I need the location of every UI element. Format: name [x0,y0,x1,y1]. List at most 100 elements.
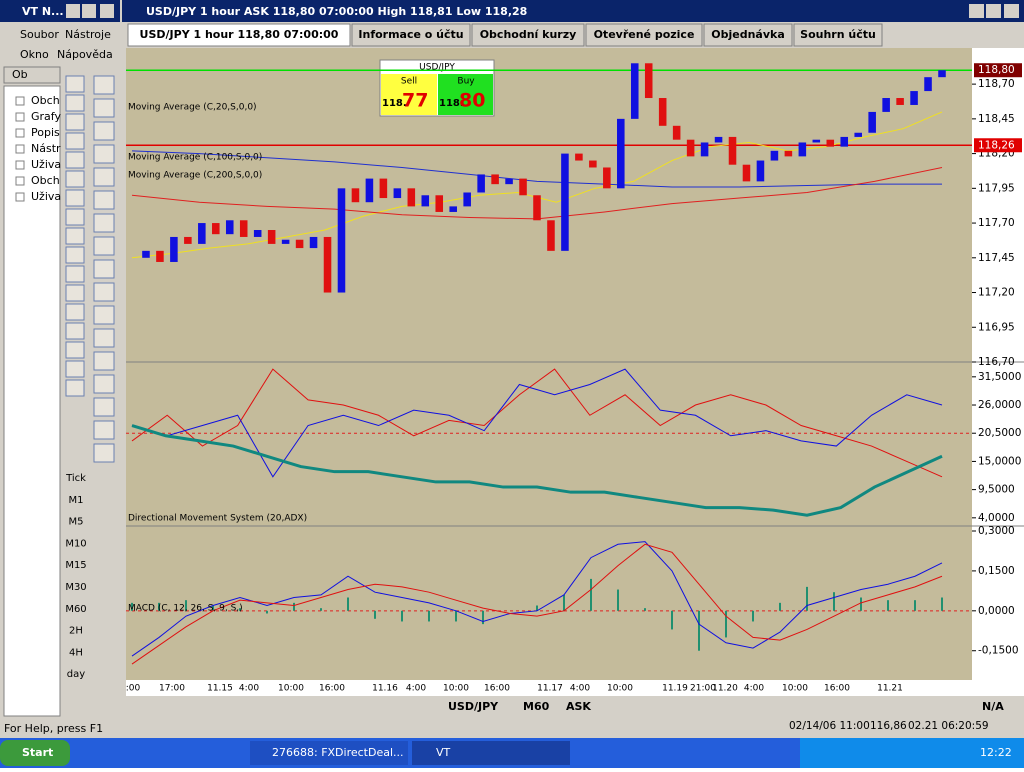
tool-icon[interactable] [65,360,85,378]
candle [463,192,471,207]
tool-icon[interactable] [93,305,115,325]
menu-item[interactable]: Okno [20,48,49,61]
btn-min[interactable] [66,4,80,18]
task-button[interactable] [250,741,408,765]
y-tick-label: 31,5000 [978,371,1021,383]
tool-icon[interactable] [93,75,115,95]
btn-max[interactable] [82,4,96,18]
tool-icon[interactable] [93,121,115,141]
menu-item[interactable]: Soubor [20,28,59,41]
tool-icon[interactable] [65,170,85,188]
tree-expander[interactable] [15,176,25,186]
tool-icon[interactable] [93,144,115,164]
timeframe[interactable]: M15 [65,560,86,571]
tool-icon[interactable] [65,132,85,150]
candle [198,223,206,244]
tool-icon[interactable] [93,374,115,394]
tree-item[interactable]: Popis [31,126,60,139]
tool-icon[interactable] [93,98,115,118]
candle [533,195,541,221]
tab[interactable] [351,23,471,47]
tree-item[interactable]: Nástr [31,142,61,155]
tool-icon[interactable] [93,167,115,187]
menu-item[interactable]: Nápověda [57,48,113,61]
tool-icon[interactable] [65,265,85,283]
tool-icon[interactable] [93,328,115,348]
tool-icon[interactable] [65,303,85,321]
tab[interactable] [3,66,61,84]
chart-area [126,48,972,680]
menu-item[interactable]: Nástroje [65,28,111,41]
tool-icon[interactable] [65,75,85,93]
tool-icon[interactable] [65,341,85,359]
timeframe[interactable]: 4H [69,647,83,658]
tool-icon[interactable] [93,420,115,440]
tool-icon[interactable] [65,151,85,169]
buy-box[interactable] [438,74,493,115]
tab[interactable] [793,23,883,47]
candle [700,142,709,157]
timeframe[interactable]: M60 [65,604,86,615]
tree-expander[interactable] [15,160,25,170]
candle [267,230,276,244]
tab[interactable] [703,23,793,47]
tree-item[interactable]: Uživa [31,190,61,203]
timeframe[interactable]: Tick [65,473,86,484]
tool-icon[interactable] [65,94,85,112]
toolbar-dropdown[interactable]: M60 [523,700,550,713]
candle [407,188,416,207]
timeframe[interactable]: M1 [69,495,84,506]
tree-expander[interactable] [15,128,25,138]
start-button[interactable] [0,740,70,766]
tree-expander[interactable] [15,96,25,106]
tool-icon[interactable] [65,246,85,264]
toolbar-dropdown[interactable]: ASK [566,700,591,713]
x-tick-label: 16:00 [319,684,345,694]
toolbar-dropdown[interactable]: N/A [982,700,1004,713]
tree-item[interactable]: Obch [31,94,60,107]
tree-item[interactable]: Grafy [31,110,61,123]
timeframe[interactable]: M5 [69,517,84,528]
task-button[interactable] [412,741,570,765]
tool-icon[interactable] [65,113,85,131]
tool-icon[interactable] [65,189,85,207]
btn-close[interactable] [1004,4,1019,18]
tree-expander[interactable] [15,192,25,202]
tool-icon[interactable] [65,227,85,245]
timeframe[interactable]: M30 [65,582,86,593]
indicator-label: Moving Average (C,100,S,0,0) [128,153,262,163]
tool-icon[interactable] [93,213,115,233]
btn-min[interactable] [969,4,984,18]
timeframe[interactable]: 2H [69,626,83,637]
tree-item[interactable]: Uživa [31,158,61,171]
tab[interactable] [127,23,351,47]
y-tick-label: 4,0000 [978,512,1015,524]
tool-icon[interactable] [93,282,115,302]
tool-icon[interactable] [65,284,85,302]
tool-icon[interactable] [65,322,85,340]
candle [603,167,611,189]
tool-icon[interactable] [93,259,115,279]
tool-icon[interactable] [93,190,115,210]
tool-icon[interactable] [93,236,115,256]
candle [393,188,402,199]
timeframe[interactable]: M10 [65,538,86,549]
tree-item[interactable]: Obch [31,174,60,187]
toolbar-dropdown[interactable]: USD/JPY [448,700,499,713]
tool-icon[interactable] [93,397,115,417]
tool-icon[interactable] [93,443,115,463]
tool-icon[interactable] [93,351,115,371]
y-tick-label: 20,5000 [978,427,1021,439]
tree-expander[interactable] [15,112,25,122]
tool-icon[interactable] [65,208,85,226]
btn-max[interactable] [986,4,1001,18]
indicator-line [131,541,943,657]
tree-expander[interactable] [15,144,25,154]
sell-box[interactable] [381,74,437,115]
timeframe[interactable]: day [67,669,85,680]
tab[interactable] [585,23,703,47]
tab[interactable] [471,23,585,47]
tool-icon[interactable] [65,379,85,397]
btn-close[interactable] [100,4,114,18]
candle [672,125,681,140]
